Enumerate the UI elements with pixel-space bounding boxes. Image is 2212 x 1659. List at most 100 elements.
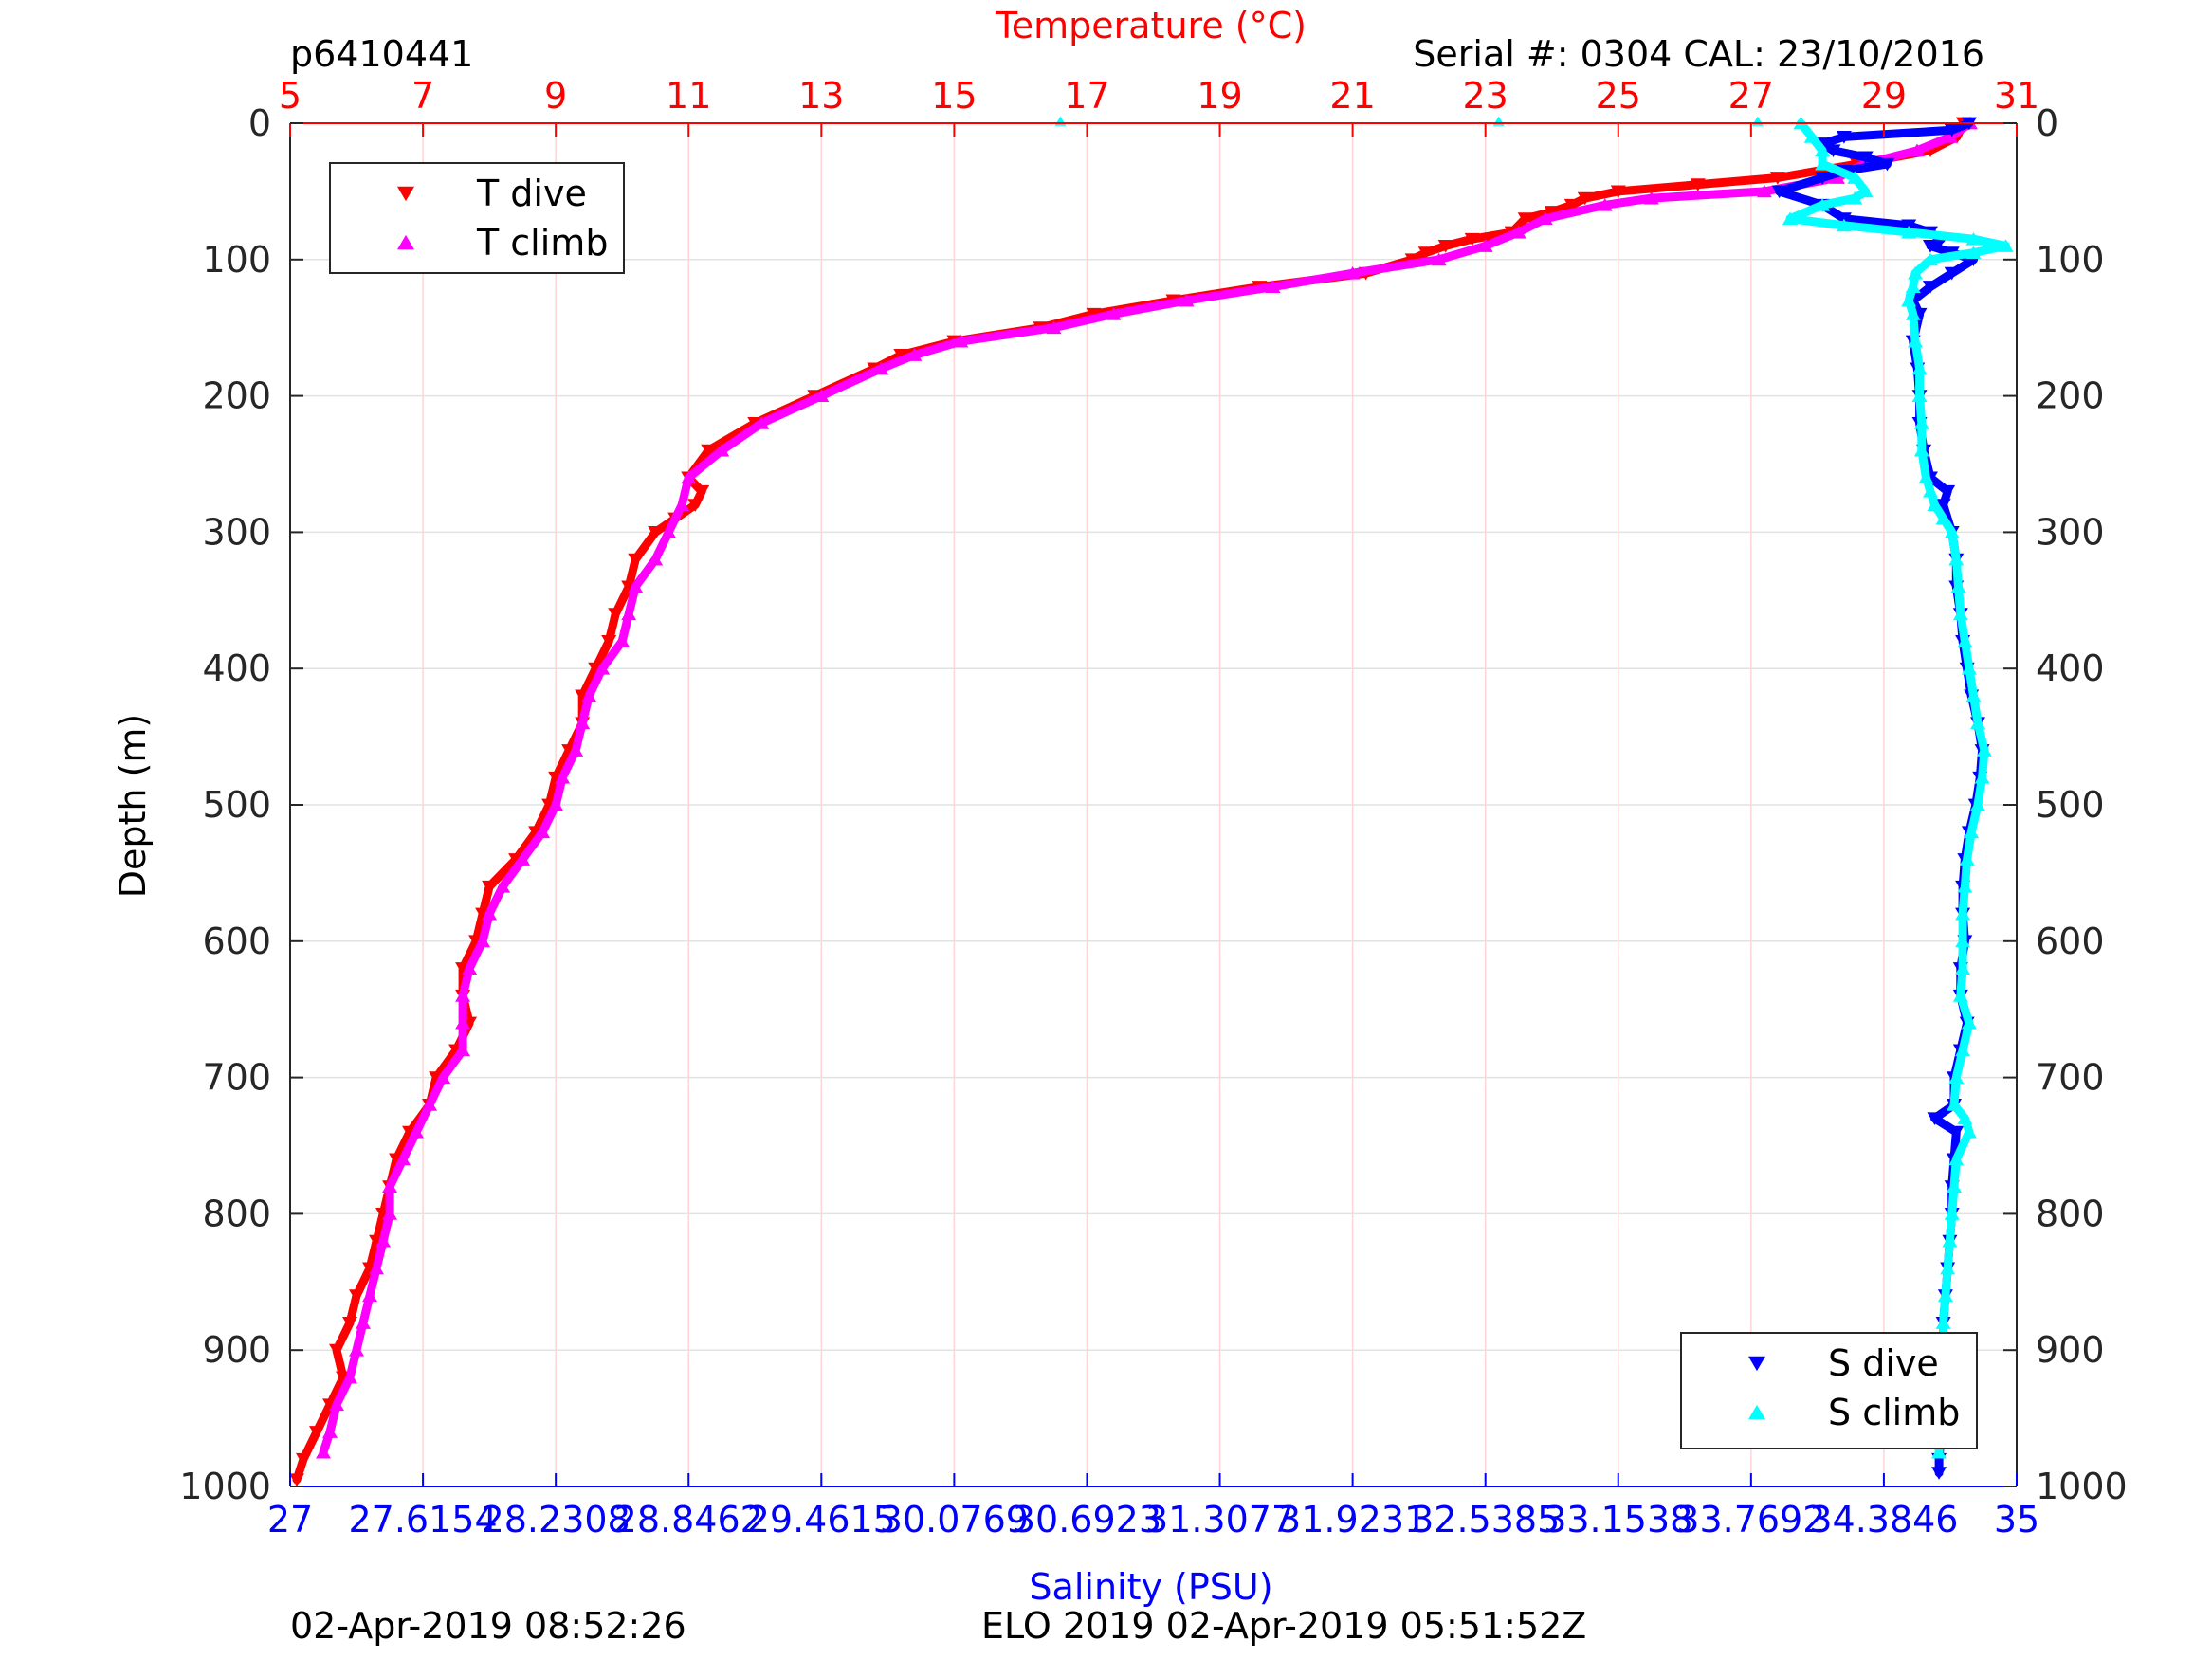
temp-tick-label: 11 bbox=[666, 75, 711, 117]
data-point bbox=[342, 1317, 358, 1330]
depth-tick-label-right: 600 bbox=[2036, 921, 2105, 962]
legend-box bbox=[1680, 1332, 1978, 1449]
data-point bbox=[1769, 172, 1785, 185]
data-point bbox=[1643, 191, 1659, 205]
temp-tick-label: 23 bbox=[1463, 75, 1508, 117]
data-point bbox=[1437, 240, 1453, 253]
temp-tick-label: 15 bbox=[931, 75, 977, 117]
depth-tick-label-right: 200 bbox=[2036, 375, 2105, 417]
data-point bbox=[581, 688, 597, 702]
data-point bbox=[1610, 185, 1626, 199]
sal-tick-label: 33.7692 bbox=[1676, 1499, 1825, 1540]
legend-box bbox=[329, 162, 625, 274]
footer-mission: ELO 2019 02-Apr-2019 05:51:52Z bbox=[981, 1605, 1586, 1647]
legend-marker bbox=[1748, 1356, 1765, 1372]
data-point bbox=[1918, 470, 1934, 484]
data-point bbox=[1931, 1445, 1947, 1459]
sal-tick-label: 34.3846 bbox=[1809, 1499, 1958, 1540]
data-point bbox=[1959, 852, 1975, 866]
depth-axis-title: Depth (m) bbox=[112, 714, 154, 899]
data-point bbox=[316, 1445, 332, 1459]
data-point bbox=[1974, 771, 1990, 784]
temperature-axis-title: Temperature (°C) bbox=[995, 5, 1307, 46]
temp-tick-label: 17 bbox=[1064, 75, 1109, 117]
data-point bbox=[687, 499, 704, 512]
data-point bbox=[1911, 361, 1928, 375]
plot-area bbox=[289, 116, 2014, 1487]
sal-tick-label: 31.3077 bbox=[1145, 1499, 1294, 1540]
data-point bbox=[1944, 1207, 1960, 1220]
data-point bbox=[1927, 1112, 1943, 1125]
data-point bbox=[754, 416, 770, 429]
data-point bbox=[1922, 240, 1938, 253]
data-point bbox=[1961, 662, 1977, 675]
data-point bbox=[1911, 389, 1928, 402]
data-point bbox=[342, 1370, 358, 1384]
legend-marker bbox=[397, 234, 414, 250]
data-point bbox=[1970, 797, 1986, 811]
data-point bbox=[1935, 1316, 1951, 1329]
data-point bbox=[1905, 280, 1921, 293]
data-point bbox=[362, 1288, 378, 1303]
data-point bbox=[601, 635, 617, 648]
data-point bbox=[475, 934, 491, 948]
data-point bbox=[1955, 906, 1971, 921]
data-point bbox=[296, 1452, 312, 1467]
temp-tick-label: 21 bbox=[1329, 75, 1375, 117]
data-point bbox=[1815, 172, 1831, 185]
data-point bbox=[289, 1473, 305, 1487]
data-point bbox=[1544, 206, 1560, 219]
sal-tick-label: 27 bbox=[267, 1499, 313, 1540]
data-point bbox=[1908, 334, 1924, 348]
data-point bbox=[382, 1207, 398, 1220]
data-point bbox=[1927, 498, 1943, 512]
data-point bbox=[1879, 157, 1895, 172]
serial-cal-label: Serial #: 0304 CAL: 23/10/2016 bbox=[1413, 33, 1984, 75]
sal-tick-label: 30.0769 bbox=[880, 1499, 1029, 1540]
data-point bbox=[1976, 743, 1992, 757]
data-point bbox=[1948, 1070, 1965, 1084]
data-point bbox=[1905, 307, 1921, 320]
data-point bbox=[873, 361, 889, 375]
data-point bbox=[1935, 499, 1951, 512]
legend-label: S climb bbox=[1828, 1392, 1960, 1433]
data-point bbox=[1965, 232, 1982, 246]
depth-tick-label-left: 200 bbox=[202, 375, 271, 417]
data-point bbox=[621, 607, 637, 621]
data-point bbox=[1782, 211, 1798, 226]
data-point bbox=[1957, 880, 1973, 893]
data-point bbox=[495, 880, 511, 893]
data-point bbox=[1998, 239, 2014, 252]
data-point bbox=[1952, 607, 1968, 621]
data-point bbox=[349, 1343, 365, 1357]
depth-tick-label-right: 800 bbox=[2036, 1193, 2105, 1234]
data-point bbox=[462, 961, 478, 975]
data-point bbox=[1913, 416, 1929, 429]
data-point bbox=[309, 1426, 325, 1439]
depth-tick-label-right: 100 bbox=[2036, 239, 2105, 281]
data-point bbox=[648, 526, 664, 539]
data-point bbox=[1922, 252, 1938, 266]
data-point bbox=[1815, 143, 1831, 157]
depth-tick-label-left: 300 bbox=[202, 511, 271, 553]
data-point bbox=[482, 880, 498, 894]
data-point bbox=[1901, 293, 1917, 307]
data-point bbox=[568, 743, 584, 757]
profile-id: p6410441 bbox=[290, 33, 473, 75]
data-point bbox=[1965, 688, 1982, 702]
data-point bbox=[1946, 1098, 1962, 1111]
data-point bbox=[694, 484, 710, 499]
depth-tick-label-left: 0 bbox=[248, 102, 271, 144]
data-point bbox=[1517, 212, 1533, 226]
depth-tick-label-right: 400 bbox=[2036, 647, 2105, 689]
series-s-dive bbox=[1771, 117, 1990, 1480]
series-t-dive bbox=[289, 117, 1971, 1487]
data-point bbox=[1908, 265, 1924, 280]
data-point bbox=[1803, 130, 1819, 143]
temp-tick-label: 5 bbox=[279, 75, 302, 117]
data-point bbox=[356, 1316, 372, 1329]
data-point bbox=[1344, 265, 1361, 280]
data-point bbox=[608, 608, 624, 621]
data-point bbox=[1825, 144, 1841, 157]
